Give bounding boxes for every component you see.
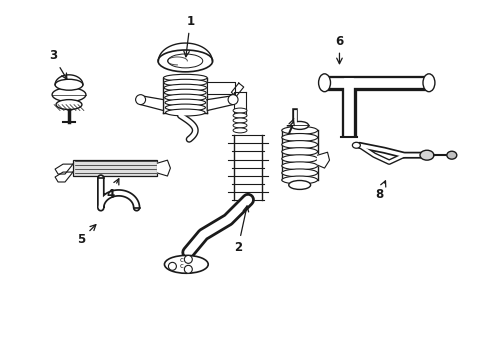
Ellipse shape bbox=[233, 108, 247, 113]
Ellipse shape bbox=[164, 79, 207, 86]
Ellipse shape bbox=[55, 79, 83, 90]
Polygon shape bbox=[207, 96, 237, 111]
Circle shape bbox=[169, 262, 176, 270]
Ellipse shape bbox=[165, 99, 206, 106]
Ellipse shape bbox=[282, 141, 318, 149]
Polygon shape bbox=[234, 92, 246, 116]
Bar bbox=[73, 160, 157, 176]
Ellipse shape bbox=[352, 142, 360, 148]
Polygon shape bbox=[207, 82, 235, 94]
Ellipse shape bbox=[233, 123, 247, 128]
Ellipse shape bbox=[168, 54, 203, 68]
Text: 4: 4 bbox=[107, 179, 119, 201]
Ellipse shape bbox=[165, 94, 206, 101]
Ellipse shape bbox=[164, 74, 207, 81]
Ellipse shape bbox=[233, 113, 247, 118]
Polygon shape bbox=[136, 96, 164, 111]
Text: 8: 8 bbox=[375, 181, 386, 201]
Ellipse shape bbox=[282, 176, 318, 184]
Text: 7: 7 bbox=[286, 118, 294, 137]
Ellipse shape bbox=[52, 88, 86, 102]
Circle shape bbox=[184, 265, 192, 273]
Circle shape bbox=[228, 95, 238, 105]
Ellipse shape bbox=[282, 169, 318, 177]
Ellipse shape bbox=[166, 109, 205, 116]
Ellipse shape bbox=[282, 162, 318, 170]
Text: 2: 2 bbox=[234, 206, 248, 254]
Text: 5: 5 bbox=[77, 225, 96, 246]
Ellipse shape bbox=[282, 126, 318, 134]
Text: 6: 6 bbox=[335, 35, 343, 64]
Ellipse shape bbox=[233, 128, 247, 133]
Text: 3: 3 bbox=[49, 49, 67, 79]
Text: c: c bbox=[179, 257, 183, 264]
Ellipse shape bbox=[447, 151, 457, 159]
Ellipse shape bbox=[423, 74, 435, 92]
Polygon shape bbox=[157, 160, 171, 176]
Ellipse shape bbox=[158, 50, 213, 72]
Ellipse shape bbox=[291, 121, 309, 129]
Ellipse shape bbox=[164, 84, 207, 91]
Ellipse shape bbox=[318, 74, 331, 92]
Polygon shape bbox=[231, 83, 244, 96]
Polygon shape bbox=[55, 164, 73, 174]
Text: 1: 1 bbox=[184, 15, 195, 57]
Ellipse shape bbox=[233, 118, 247, 123]
Ellipse shape bbox=[164, 89, 206, 96]
Ellipse shape bbox=[420, 150, 434, 160]
Ellipse shape bbox=[289, 180, 311, 189]
Ellipse shape bbox=[282, 155, 318, 163]
Ellipse shape bbox=[165, 255, 208, 273]
Ellipse shape bbox=[282, 148, 318, 156]
Text: c: c bbox=[179, 263, 183, 269]
Polygon shape bbox=[318, 152, 329, 168]
Circle shape bbox=[136, 95, 146, 105]
Polygon shape bbox=[55, 172, 73, 182]
Ellipse shape bbox=[165, 104, 205, 111]
Circle shape bbox=[184, 255, 192, 264]
Ellipse shape bbox=[56, 100, 82, 109]
Ellipse shape bbox=[282, 134, 318, 141]
